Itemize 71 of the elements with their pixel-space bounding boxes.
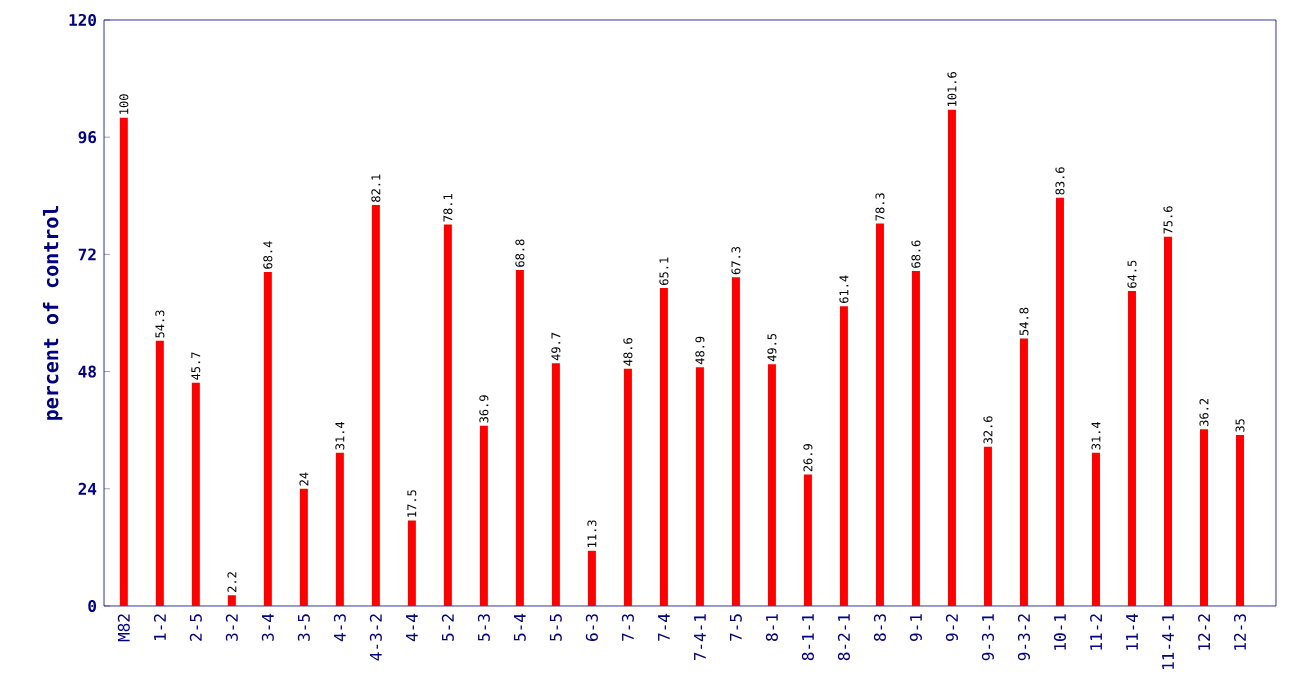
bar: [515, 270, 524, 606]
bar: [191, 382, 200, 606]
bar: [731, 277, 740, 606]
bar: [623, 368, 632, 606]
bar: [695, 367, 704, 606]
x-tick-label: 5-3: [477, 614, 490, 641]
y-tick-label: 24: [78, 482, 97, 495]
bar: [767, 364, 776, 606]
bar: [407, 520, 416, 606]
bar: [1199, 429, 1208, 606]
bar: [587, 550, 596, 606]
bar: [839, 306, 848, 606]
x-tick-label: 8-2-1: [837, 614, 850, 661]
x-tick-label: 7-4-1: [694, 614, 706, 661]
bar: [911, 270, 920, 606]
x-tick-label: 4-4: [406, 613, 418, 642]
bar: [659, 288, 668, 606]
x-tick-label: 11-4-1: [1162, 614, 1174, 669]
bar: [551, 363, 560, 606]
bar: [335, 452, 344, 606]
bar: [155, 340, 164, 606]
x-tick-label: 5-5: [549, 614, 562, 641]
y-tick-label: 120: [69, 13, 96, 27]
bar: [1235, 435, 1244, 606]
x-tick-label: M82: [117, 614, 130, 642]
x-tick-label: 1-2: [153, 614, 166, 641]
x-tick-label: 9-1: [909, 614, 922, 641]
x-tick-label: 7-4: [658, 613, 670, 641]
x-tick-label: 5-4: [513, 613, 526, 641]
bar: [1055, 197, 1064, 606]
x-tick-label: 3-4: [261, 613, 274, 641]
x-tick-label: 10-1: [1053, 614, 1067, 650]
bar: [875, 223, 884, 606]
bar: [263, 271, 272, 606]
bar: [479, 425, 488, 606]
y-tick-label: 96: [78, 131, 97, 144]
y-tick-label: 72: [78, 248, 96, 261]
x-tick-label: 9-3-2: [1017, 614, 1030, 661]
y-axis-title: percent of control: [42, 205, 63, 420]
x-tick-label: 4-3-2: [369, 614, 382, 661]
y-tick-label: 0: [88, 599, 96, 613]
x-tick-label: 7-3: [621, 614, 634, 641]
x-tick-label: 3-5: [297, 614, 310, 641]
bar: [371, 205, 380, 606]
x-tick-label: 8-1-1: [801, 614, 814, 661]
x-tick-label: 12-3: [1233, 614, 1247, 650]
bar: [1019, 338, 1028, 606]
bar: [1163, 236, 1172, 606]
bar: [119, 117, 128, 606]
x-tick-label: 9-3-1: [981, 614, 994, 661]
bar: [803, 474, 812, 606]
bar: [947, 109, 956, 606]
x-tick-label: 12-2: [1198, 614, 1210, 650]
y-tick-label: 48: [78, 365, 96, 378]
bar: [1091, 452, 1100, 606]
x-tick-label: 2-5: [189, 614, 202, 641]
x-tick-label: 7-5: [729, 614, 742, 641]
bar: [1127, 291, 1136, 606]
x-tick-label: 5-2: [441, 614, 454, 641]
bar: [299, 488, 308, 606]
x-tick-label: 6-3: [585, 614, 598, 641]
x-tick-label: 8-3: [873, 614, 886, 641]
bar: [443, 224, 452, 606]
x-tick-label: 11-4: [1126, 613, 1138, 650]
x-tick-label: 11-2: [1090, 614, 1102, 650]
x-tick-label: 9-2: [945, 614, 958, 641]
x-tick-label: 8-1: [765, 614, 778, 641]
bar: [983, 446, 992, 606]
bar: [227, 595, 236, 606]
x-tick-label: 3-2: [225, 614, 238, 641]
x-tick-label: 4-3: [333, 614, 346, 642]
